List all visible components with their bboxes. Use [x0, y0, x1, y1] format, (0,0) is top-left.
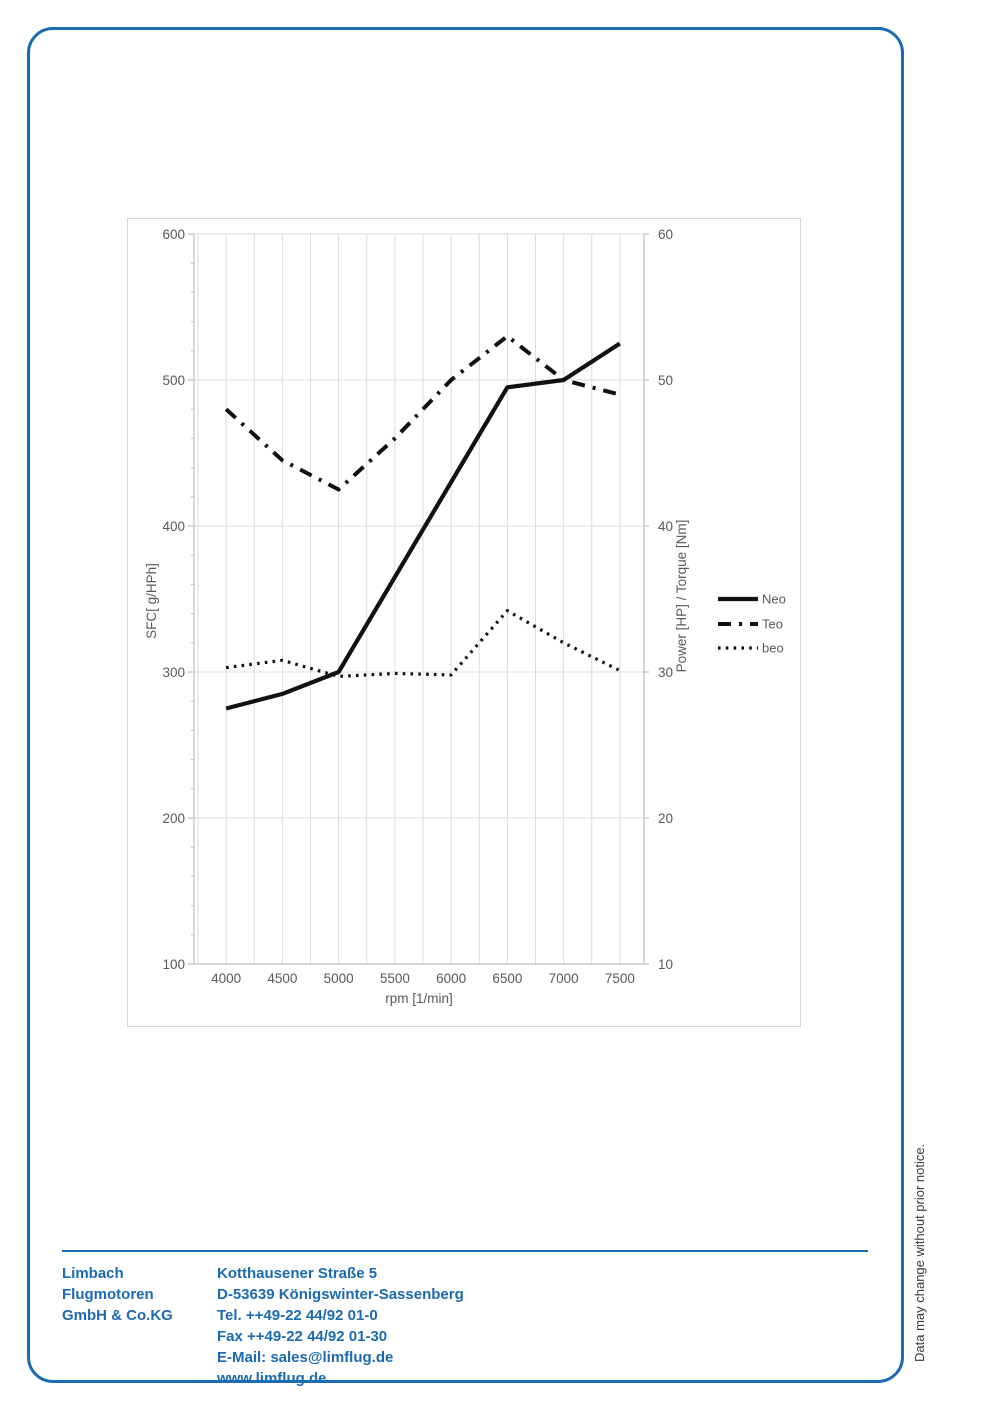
- y-tick-label-left: 600: [162, 227, 185, 242]
- series-beo: [225, 609, 621, 678]
- y-tick-label-left: 300: [162, 665, 185, 680]
- x-tick-label: 5000: [324, 971, 354, 986]
- address-website[interactable]: www.limflug.de: [217, 1370, 327, 1387]
- footer-divider: [62, 1250, 868, 1252]
- x-tick-label: 4500: [267, 971, 297, 986]
- y-tick-label-left: 500: [162, 373, 185, 388]
- legend-label-Neo: Neo: [762, 592, 786, 607]
- legend-label-Teo: Teo: [762, 617, 783, 632]
- x-axis-title: rpm [1/min]: [385, 991, 453, 1006]
- footer: Limbach Flugmotoren GmbH & Co.KG Kotthau…: [62, 1263, 882, 1389]
- x-tick-label: 5500: [380, 971, 410, 986]
- series-Neo: [225, 341, 621, 711]
- address-fax: Fax ++49-22 44/92 01-30: [217, 1328, 388, 1345]
- company-name-line1: Limbach Flugmotoren: [62, 1265, 154, 1303]
- legend-label-beo: beo: [762, 641, 784, 656]
- y-tick-label-left: 400: [162, 519, 185, 534]
- x-tick-label: 6500: [492, 971, 522, 986]
- x-tick-label: 4000: [211, 971, 241, 986]
- y-axis-title-right: Power [HP] / Torque [Nm]: [674, 520, 689, 673]
- y-tick-label-right: 10: [658, 957, 673, 972]
- y-tick-label-right: 20: [658, 811, 673, 826]
- company-address: Kotthausener Straße 5 D-53639 Königswint…: [217, 1263, 882, 1389]
- address-email[interactable]: E-Mail: sales@limflug.de: [217, 1349, 394, 1366]
- disclaimer-note: Data may change without prior notice.: [912, 1143, 927, 1362]
- x-tick-label: 7000: [549, 971, 579, 986]
- address-street: Kotthausener Straße 5: [217, 1265, 378, 1282]
- y-tick-label-right: 40: [658, 519, 673, 534]
- y-axis-title-left: SFC[ g/HPh]: [144, 563, 159, 639]
- company-name: Limbach Flugmotoren GmbH & Co.KG: [62, 1263, 217, 1389]
- company-name-line2: GmbH & Co.KG: [62, 1307, 173, 1324]
- sfc-power-chart: 100 200 300 400 500 600 10 20 30 40 50 60 4000 4500 50…: [127, 218, 801, 1027]
- x-tick-label: 6000: [436, 971, 466, 986]
- y-tick-label-right: 60: [658, 227, 673, 242]
- address-tel: Tel. ++49-22 44/92 01-0: [217, 1307, 378, 1324]
- y-tick-label-left: 200: [162, 811, 185, 826]
- series-Teo: [224, 334, 621, 492]
- y-tick-label-right: 30: [658, 665, 673, 680]
- chart-canvas: 100 200 300 400 500 600 10 20 30 40 50 60 4000 4500 50…: [144, 227, 786, 1006]
- x-tick-label: 7500: [605, 971, 635, 986]
- y-tick-label-left: 100: [162, 957, 185, 972]
- address-city: D-53639 Königswinter-Sassenberg: [217, 1286, 464, 1303]
- y-tick-label-right: 50: [658, 373, 673, 388]
- page-border-frame: [27, 27, 904, 1383]
